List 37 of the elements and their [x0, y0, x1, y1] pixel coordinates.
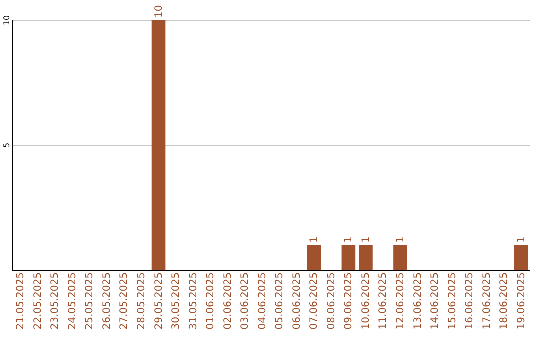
x-tick-label: 07.06.2025 [309, 272, 320, 330]
x-tick-label: 04.06.2025 [257, 272, 268, 330]
x-tick-label: 13.06.2025 [412, 272, 424, 330]
data-label: 1 [360, 236, 372, 243]
x-tick-label: 24.05.2025 [67, 272, 78, 330]
x-tick-label: 14.06.2025 [430, 272, 442, 330]
data-label: 1 [344, 236, 355, 243]
x-tick-label: 31.05.2025 [188, 272, 200, 330]
x-tick-label: 27.05.2025 [119, 272, 130, 330]
x-tick-label: 11.06.2025 [378, 272, 390, 330]
x-tick-label: 25.05.2025 [84, 272, 96, 330]
x-tick-label: 18.06.2025 [499, 272, 510, 330]
x-tick-label: 22.05.2025 [32, 272, 44, 330]
x-tick-label: 01.06.2025 [206, 272, 217, 330]
x-tick-label: 30.05.2025 [171, 272, 182, 330]
data-label: 1 [516, 236, 528, 243]
x-tick-label: 19.06.2025 [516, 272, 528, 330]
x-tick-label: 05.06.2025 [274, 272, 286, 330]
data-label: 10 [154, 5, 165, 18]
x-tick-label: 08.06.2025 [326, 272, 338, 330]
x-tick-label: 29.05.2025 [154, 272, 165, 330]
x-tick-label: 17.06.2025 [482, 272, 493, 330]
x-tick-label: 16.06.2025 [464, 272, 476, 330]
x-tick-label: 21.05.2025 [16, 272, 27, 330]
y-tick-label: 5 [2, 142, 12, 148]
data-label: 1 [396, 236, 406, 243]
data-label: 1 [309, 236, 320, 243]
x-tick-label: 10.06.2025 [360, 272, 372, 330]
x-tick-label: 23.05.2025 [50, 272, 62, 330]
x-tick-label: 09.06.2025 [344, 272, 355, 330]
x-tick-label: 06.06.2025 [292, 272, 303, 330]
x-tick-label: 28.05.2025 [136, 272, 148, 330]
x-tick-label: 15.06.2025 [447, 272, 458, 330]
x-tick-label: 12.06.2025 [396, 272, 406, 330]
x-tick-label: 26.05.2025 [102, 272, 113, 330]
x-tick-label: 03.06.2025 [240, 272, 252, 330]
x-tick-label: 02.06.2025 [222, 272, 234, 330]
